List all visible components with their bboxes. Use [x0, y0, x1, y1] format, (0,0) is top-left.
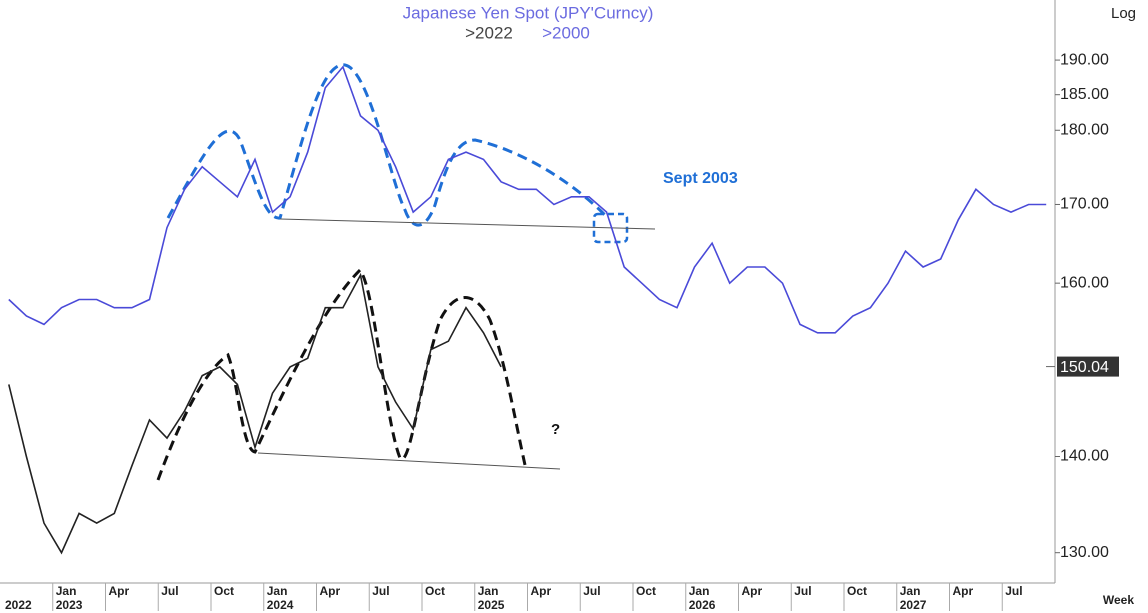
x-tick-label: Oct — [214, 584, 234, 598]
year-label: 2024 — [267, 598, 294, 612]
x-tick-label: Jan — [900, 584, 921, 598]
x-tick-label: Jul — [161, 584, 178, 598]
x-axis-label: Week — [1103, 593, 1134, 607]
year-label: 2027 — [900, 598, 927, 612]
year-label: 2025 — [478, 598, 505, 612]
last-value-label: 150.04 — [1060, 359, 1109, 376]
y-tick-label: 160.00 — [1060, 274, 1109, 291]
x-tick-label: Apr — [531, 584, 552, 598]
x-tick-label: Jan — [56, 584, 77, 598]
x-tick-label: Jul — [794, 584, 811, 598]
x-tick-label: Jan — [689, 584, 710, 598]
scale-label: Log — [1111, 5, 1136, 22]
x-tick-label: Jul — [1005, 584, 1022, 598]
annotation: Sept 2003 — [663, 170, 738, 187]
x-tick-label: Jul — [372, 584, 389, 598]
year-label: 2026 — [689, 598, 716, 612]
series-line — [8, 272, 502, 555]
x-tick-label: Oct — [636, 584, 656, 598]
y-tick-label: 185.00 — [1060, 86, 1109, 103]
blue-pattern — [166, 63, 607, 227]
x-tick-label: Apr — [109, 584, 130, 598]
last-value-box — [1057, 356, 1119, 377]
legend-entry: >2022 — [465, 23, 513, 42]
x-tick-label: Apr — [320, 584, 341, 598]
black-pattern — [156, 267, 527, 481]
year-label: 2022 — [5, 598, 32, 612]
series-line — [8, 65, 1047, 334]
year-label: 2023 — [56, 598, 83, 612]
y-tick-label: 170.00 — [1060, 196, 1109, 213]
chart-title: Japanese Yen Spot (JPY'Curncy) — [403, 3, 654, 22]
y-tick-label: 190.00 — [1060, 51, 1109, 68]
y-tick-label: 130.00 — [1060, 544, 1109, 561]
y-tick-label: 140.00 — [1060, 448, 1109, 465]
x-tick-label: Jul — [583, 584, 600, 598]
annotation: ? — [551, 421, 560, 438]
neckline — [257, 452, 561, 470]
y-tick-label: 180.00 — [1060, 121, 1109, 138]
neckline — [279, 218, 656, 230]
x-tick-label: Jan — [478, 584, 499, 598]
x-tick-label: Apr — [742, 584, 763, 598]
x-tick-label: Jan — [267, 584, 288, 598]
x-tick-label: Oct — [847, 584, 867, 598]
x-tick-label: Apr — [953, 584, 974, 598]
legend-entry: >2000 — [542, 23, 590, 42]
x-tick-label: Oct — [425, 584, 445, 598]
